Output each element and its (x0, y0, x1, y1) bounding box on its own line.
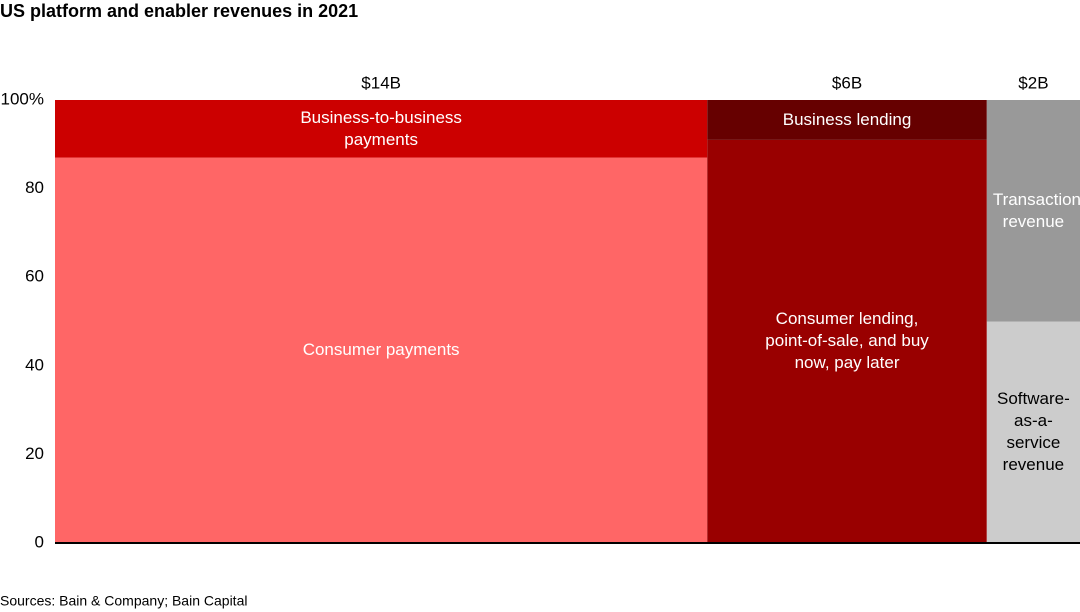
segment-label-text: Consumer lending, point-of-sale, and buy… (765, 309, 929, 373)
segment-label-text: Software-as-a-service revenue (997, 389, 1070, 475)
y-tick-label: 0 (35, 532, 44, 551)
chart-title: US platform and enabler revenues in 2021 (0, 1, 358, 21)
segment-label: Business-to-business payments (55, 100, 707, 158)
segment-label: Consumer lending, point-of-sale, and buy… (707, 140, 987, 543)
y-tick-label: 60 (25, 267, 44, 286)
segment (986, 321, 1080, 543)
segment (986, 100, 1080, 322)
segment (55, 157, 708, 543)
segment-label-text: Consumer payments (302, 340, 460, 360)
segment (707, 100, 987, 140)
y-tick-label: 20 (25, 444, 44, 463)
source-note: Sources: Bain & Company; Bain Capital (0, 593, 247, 609)
y-tick-label: 40 (25, 355, 44, 374)
column-total-label: $6B (832, 73, 862, 92)
segment-label: Transaction revenue (987, 100, 1080, 322)
column-total-label: $2B (1018, 73, 1048, 92)
segment (707, 139, 987, 543)
segment-label-text: Transaction revenue (992, 189, 1080, 231)
segment-label-text: Business lending (782, 109, 912, 129)
segment-label: Consumer payments (55, 158, 707, 543)
segment-label: Business lending (707, 100, 987, 140)
segment-label-text: Business-to-business payments (300, 107, 462, 149)
segment-label: Software-as-a-service revenue (987, 322, 1080, 544)
y-tick-label: 80 (25, 178, 44, 197)
y-tick-label: 100% (1, 89, 44, 108)
column-total-label: $14B (361, 73, 401, 92)
segment (55, 100, 708, 158)
